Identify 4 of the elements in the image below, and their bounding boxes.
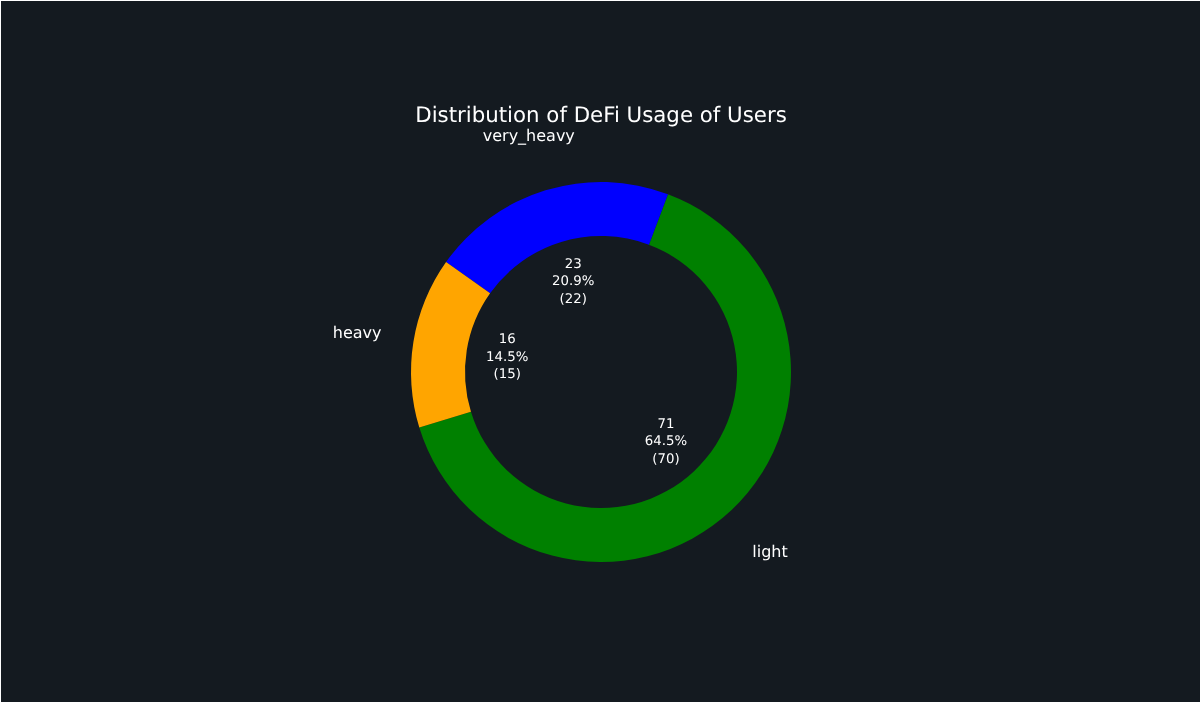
chart-title: Distribution of DeFi Usage of Users [415, 102, 788, 128]
slice-label: light [752, 543, 788, 562]
slice-label: very_heavy [482, 126, 576, 145]
slice-label: heavy [332, 323, 383, 342]
